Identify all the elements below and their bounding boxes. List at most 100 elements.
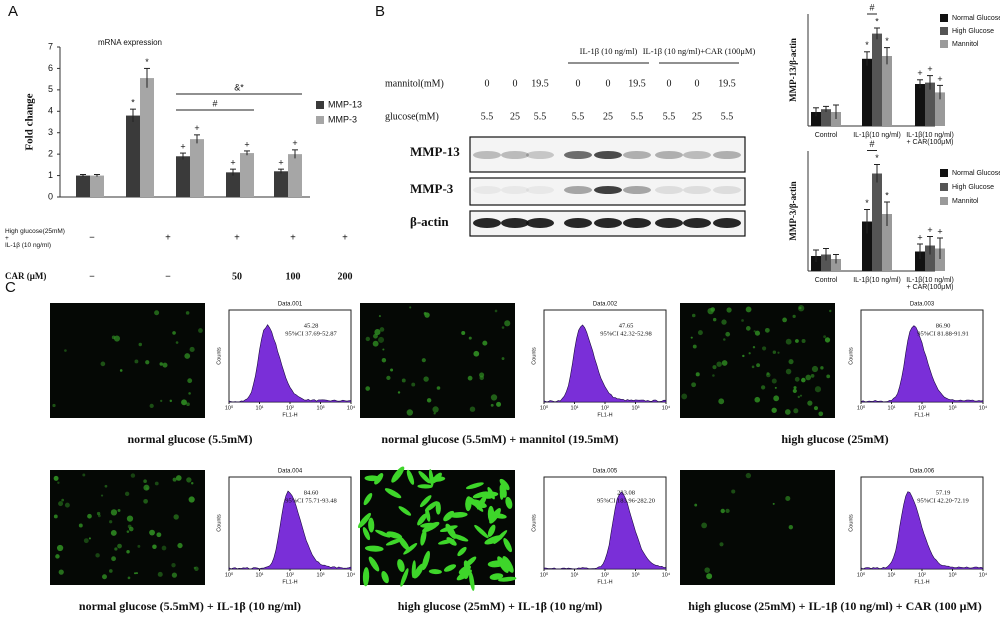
cell [137, 544, 141, 548]
cell [378, 315, 381, 318]
blot-row-value: 5.5 [572, 111, 585, 122]
cell [52, 403, 56, 408]
cell [794, 376, 800, 382]
caption: normal glucose (5.5mM) + IL-1β (10 ng/ml… [79, 599, 301, 613]
cell [88, 537, 91, 540]
histogram-frame [543, 476, 667, 570]
cell [745, 472, 752, 479]
blot-row-value: 0 [695, 78, 700, 89]
cell [720, 508, 725, 514]
blot-band [564, 151, 592, 159]
bar [915, 251, 925, 271]
bar [925, 82, 935, 126]
histogram-x-tick-label: 10¹ [888, 405, 896, 411]
histogram-x-tick-label: 10³ [949, 405, 957, 411]
legend-label: Normal Glucose [952, 15, 1000, 22]
blot-row-value: 0 [513, 78, 518, 89]
bar [925, 245, 935, 271]
cell [499, 478, 510, 491]
histogram-x-tick-label: 10⁰ [540, 571, 549, 578]
cell [126, 549, 130, 554]
cell [411, 382, 416, 387]
blot-group-label: IL-1β (10 ng/ml) [580, 46, 638, 56]
cell [406, 409, 414, 416]
cell [820, 366, 824, 370]
histogram-x-label: FL1-H [282, 579, 297, 585]
cell [104, 484, 108, 488]
legend-label: Mannitol [952, 41, 979, 48]
bar [935, 92, 945, 126]
cell [498, 576, 517, 582]
histogram-x-tick-label: 10³ [317, 572, 325, 578]
blot-band [623, 218, 651, 228]
bar [811, 256, 821, 271]
legend-label: MMP-3 [328, 114, 357, 124]
legend-label: High Glucose [952, 184, 994, 191]
cell [126, 530, 130, 533]
histogram-ci: 95%CI 183.96-282.20 [597, 497, 655, 504]
cell [420, 529, 427, 546]
cell [691, 382, 697, 388]
cell [145, 360, 150, 365]
cell [479, 372, 485, 378]
cell [187, 378, 193, 384]
legend-swatch [940, 169, 948, 177]
cell [152, 544, 157, 550]
cell [113, 335, 121, 342]
annotation: * [131, 98, 135, 108]
bar [882, 214, 892, 271]
blot-band [655, 151, 683, 159]
histogram-y-label: Counts [531, 514, 537, 532]
cell [413, 563, 424, 579]
cell [381, 358, 387, 363]
cell [788, 359, 794, 365]
cell [704, 567, 710, 573]
cell [469, 571, 475, 591]
cell [772, 350, 777, 354]
text-line: IL-1β(10 ng/ml) [853, 132, 901, 139]
cell [55, 554, 60, 559]
bar [821, 109, 831, 126]
cell [818, 411, 824, 417]
histogram-y-label: Counts [216, 347, 222, 365]
x-tick-label: Control [815, 277, 838, 284]
cell [184, 353, 191, 359]
blot-band [623, 186, 651, 194]
cell [161, 545, 167, 551]
cell [53, 514, 58, 519]
y-tick-label: 1 [48, 170, 53, 180]
cell-image [50, 470, 205, 585]
condition-value: − [165, 271, 171, 282]
annotation: + [917, 68, 922, 78]
cell [774, 386, 777, 389]
cell [134, 572, 137, 575]
chart-title: mRNA expression [98, 38, 162, 47]
cell [443, 564, 457, 572]
cell [135, 572, 138, 575]
cell [400, 568, 409, 587]
blot-band [526, 151, 554, 159]
cell-image [50, 303, 205, 418]
cell [100, 494, 104, 497]
cell [181, 399, 187, 406]
histogram-x-tick-label: 10³ [317, 405, 325, 411]
cell [751, 365, 755, 369]
condition-value: + [290, 232, 296, 243]
blot-band [564, 186, 592, 194]
blot-band-label: MMP-3 [410, 181, 454, 196]
cell [423, 376, 429, 382]
blot-row-value: 5.5 [534, 111, 547, 122]
cell [489, 573, 504, 580]
cell [368, 517, 375, 533]
cell [149, 529, 155, 536]
cell [773, 395, 780, 402]
cell [422, 550, 430, 571]
cell [193, 566, 196, 569]
bar [872, 33, 882, 126]
cell [114, 547, 118, 551]
blot-band [473, 151, 501, 159]
cell [175, 475, 182, 481]
cell [378, 336, 385, 343]
cell [56, 544, 64, 552]
